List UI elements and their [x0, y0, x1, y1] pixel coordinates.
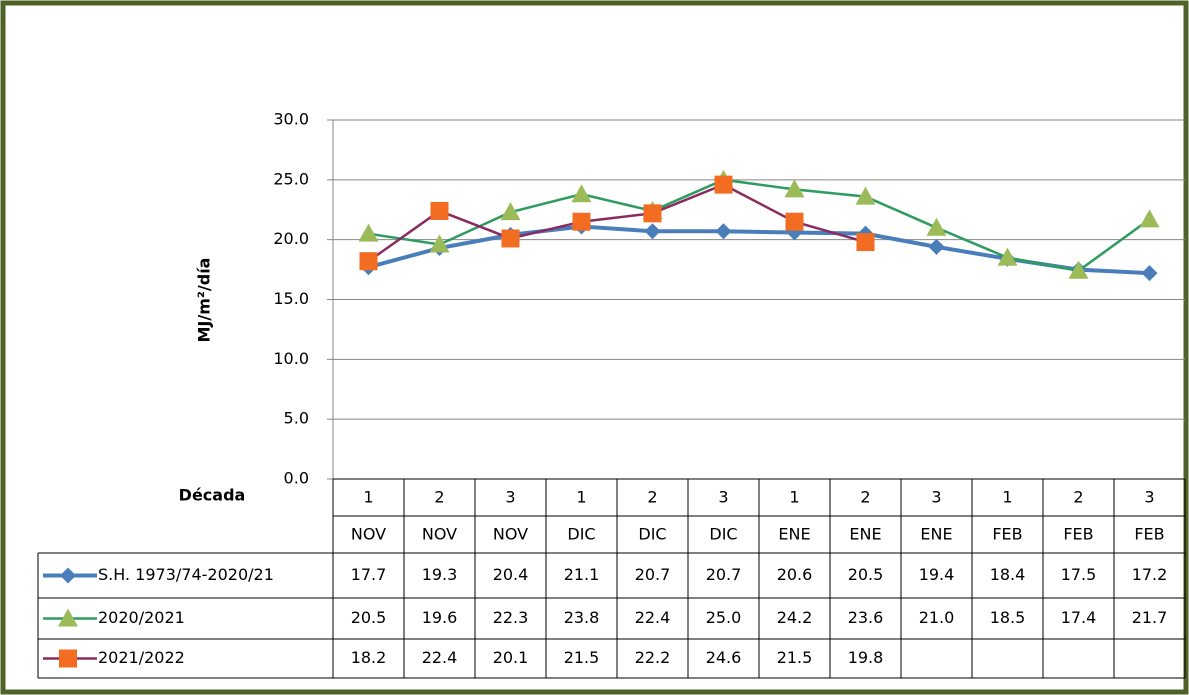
y-tick-label: 20.0 — [273, 229, 309, 248]
table-value: 23.8 — [564, 608, 600, 627]
marker — [926, 217, 947, 236]
table-value: 20.5 — [351, 608, 387, 627]
marker — [784, 179, 805, 198]
x-tick-label: 2 — [860, 488, 870, 507]
y-tick-label: 25.0 — [273, 169, 309, 188]
table-header: Década — [179, 486, 246, 505]
x-tick-label: 1 — [576, 488, 586, 507]
marker — [1141, 265, 1158, 282]
x-tick-label: 1 — [789, 488, 799, 507]
marker — [715, 223, 732, 240]
marker — [501, 229, 520, 248]
table-value: 20.1 — [493, 648, 529, 667]
x-group-label: NOV — [422, 525, 457, 544]
table-value: 19.4 — [919, 565, 955, 584]
table-value: 18.5 — [990, 608, 1026, 627]
marker — [714, 175, 733, 194]
table-value: 17.7 — [351, 565, 387, 584]
x-group-label: NOV — [493, 525, 528, 544]
table-value: 20.6 — [777, 565, 813, 584]
y-tick-label: 15.0 — [273, 289, 309, 308]
x-group-label: ENE — [920, 525, 952, 544]
marker — [643, 204, 662, 223]
y-tick-label: 30.0 — [273, 110, 309, 129]
table-value: 21.0 — [919, 608, 955, 627]
series-line — [368, 178, 1151, 273]
marker — [60, 567, 76, 584]
table-value: 25.0 — [706, 608, 742, 627]
x-group-label: NOV — [351, 525, 386, 544]
marker — [58, 608, 78, 627]
table-value: 17.2 — [1132, 565, 1168, 584]
x-tick-label: 2 — [647, 488, 657, 507]
legend-label: S.H. 1973/74-2020/21 — [98, 565, 274, 584]
table-value: 17.4 — [1061, 608, 1097, 627]
table-value: 21.5 — [564, 648, 600, 667]
marker — [644, 223, 661, 240]
x-tick-label: 3 — [1144, 488, 1154, 507]
y-tick-label: 0.0 — [284, 469, 309, 488]
legend-label: 2021/2022 — [98, 648, 185, 667]
y-tick-label: 10.0 — [273, 349, 309, 368]
table-value: 18.4 — [990, 565, 1026, 584]
marker — [358, 223, 379, 242]
x-tick-label: 1 — [363, 488, 373, 507]
x-group-label: FEB — [1063, 525, 1093, 544]
table-value: 23.6 — [848, 608, 884, 627]
x-tick-label: 1 — [1002, 488, 1012, 507]
table-value: 21.1 — [564, 565, 600, 584]
marker — [1139, 209, 1160, 228]
marker — [856, 233, 875, 252]
marker — [785, 212, 804, 231]
table-value: 20.4 — [493, 565, 529, 584]
x-group-label: ENE — [778, 525, 810, 544]
table-value: 19.6 — [422, 608, 458, 627]
marker — [572, 212, 591, 231]
x-tick-label: 2 — [1073, 488, 1083, 507]
marker — [59, 649, 77, 668]
x-group-label: DIC — [567, 525, 595, 544]
marker — [571, 184, 592, 203]
marker — [1068, 260, 1089, 279]
table-value: 17.5 — [1061, 565, 1097, 584]
table-value: 21.7 — [1132, 608, 1168, 627]
table-value: 22.4 — [635, 608, 671, 627]
table-value: 22.3 — [493, 608, 529, 627]
table-value: 22.4 — [422, 648, 458, 667]
table-value: 20.7 — [706, 565, 742, 584]
marker — [928, 238, 945, 255]
table-value: 19.3 — [422, 565, 458, 584]
marker — [430, 201, 449, 220]
table-value: 22.2 — [635, 648, 671, 667]
table-value: 18.2 — [351, 648, 387, 667]
table-value: 19.8 — [848, 648, 884, 667]
legend-label: 2020/2021 — [98, 608, 185, 627]
marker — [500, 202, 521, 221]
x-group-label: ENE — [849, 525, 881, 544]
marker — [359, 252, 378, 271]
marker — [429, 234, 450, 253]
x-tick-label: 2 — [434, 488, 444, 507]
series-line — [367, 183, 866, 263]
x-tick-label: 3 — [505, 488, 515, 507]
table-value: 24.6 — [706, 648, 742, 667]
x-group-label: FEB — [992, 525, 1022, 544]
marker — [855, 186, 876, 205]
marker — [997, 247, 1018, 266]
y-axis-label: MJ/m²/día — [195, 258, 214, 343]
x-tick-label: 3 — [718, 488, 728, 507]
table-value: 24.2 — [777, 608, 813, 627]
table-value: 20.7 — [635, 565, 671, 584]
table-value: 21.5 — [777, 648, 813, 667]
x-group-label: FEB — [1134, 525, 1164, 544]
table-value: 20.5 — [848, 565, 884, 584]
y-tick-label: 5.0 — [284, 409, 309, 428]
x-group-label: DIC — [638, 525, 666, 544]
x-group-label: DIC — [709, 525, 737, 544]
x-tick-label: 3 — [931, 488, 941, 507]
